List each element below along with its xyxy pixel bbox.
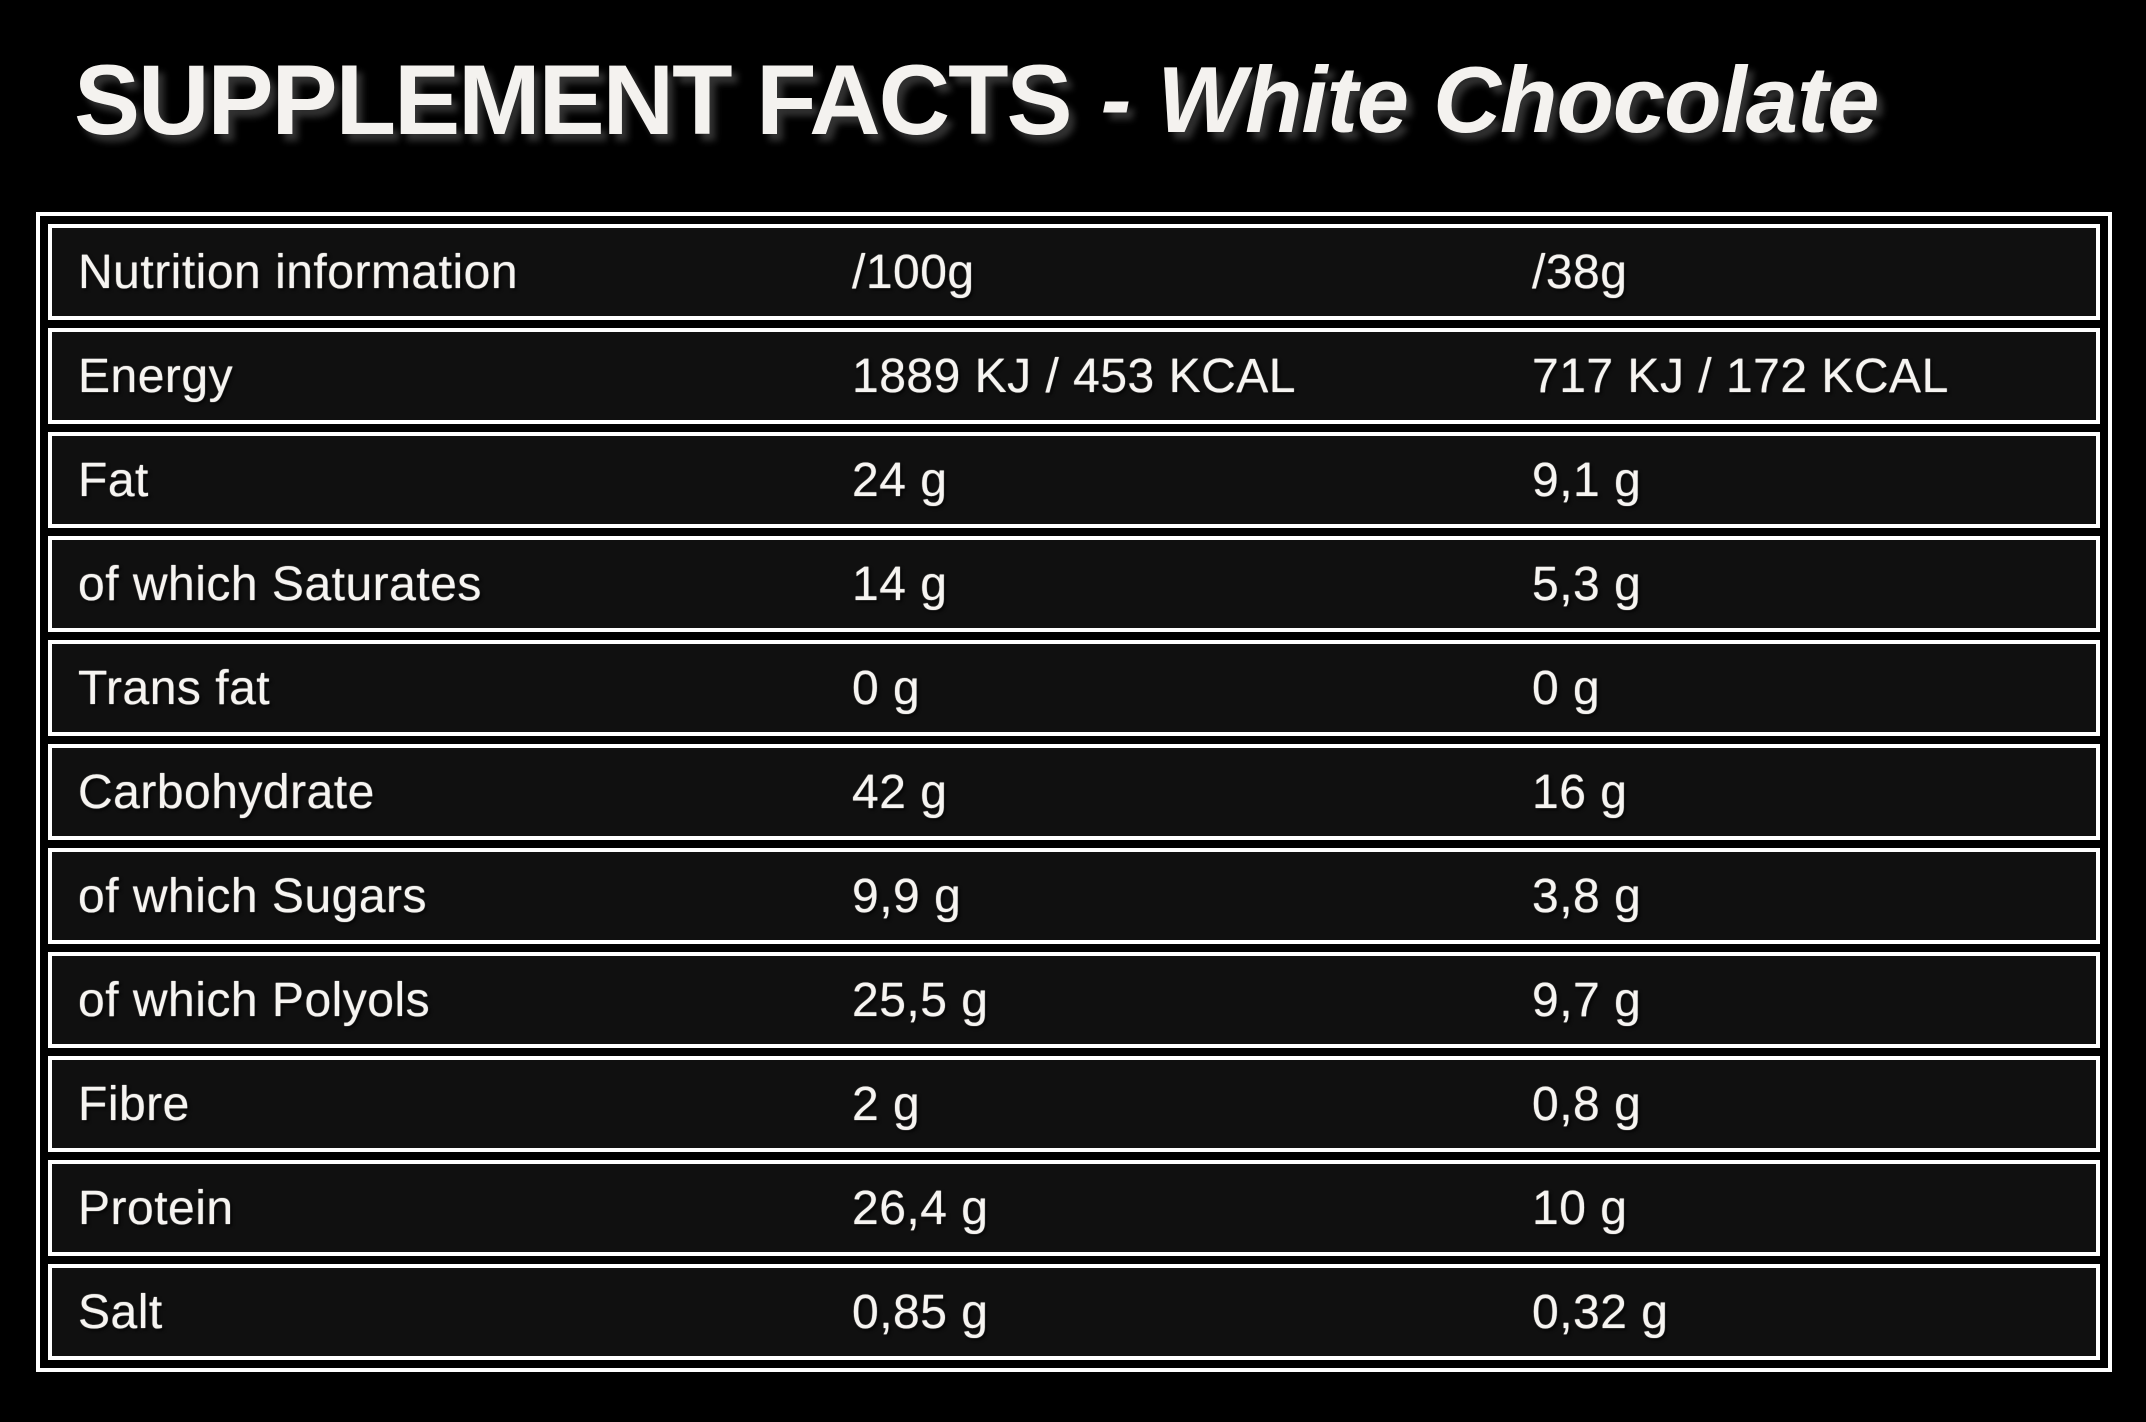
table-row-carbohydrate: Carbohydrate 42 g 16 g bbox=[48, 744, 2100, 840]
row-value-per-100g: 0 g bbox=[852, 661, 921, 715]
row-label: Fibre bbox=[78, 1077, 190, 1131]
row-value-per-38g: 0,32 g bbox=[1532, 1285, 1669, 1339]
table-row-energy: Energy 1889 KJ / 453 KCAL 717 KJ / 172 KCA… bbox=[48, 328, 2100, 424]
table-row-of-which-saturates: of which Saturates 14 g 5,3 g bbox=[48, 536, 2100, 632]
table-header-row: Nutrition information /100g /38g bbox=[48, 224, 2100, 320]
nutrition-table: Nutrition information /100g /38g Energy 1… bbox=[36, 212, 2112, 1372]
table-row-trans-fat: Trans fat 0 g 0 g bbox=[48, 640, 2100, 736]
row-value-per-38g: 3,8 g bbox=[1532, 869, 1642, 923]
row-label: Carbohydrate bbox=[78, 765, 375, 819]
row-value-per-100g: 26,4 g bbox=[852, 1181, 989, 1235]
row-value-per-100g: 25,5 g bbox=[852, 973, 989, 1027]
table-row-salt: Salt 0,85 g 0,32 g bbox=[48, 1264, 2100, 1360]
row-value-per-38g: 9,7 g bbox=[1532, 973, 1642, 1027]
row-value-per-100g: 1889 KJ / 453 KCAL bbox=[852, 349, 1296, 403]
row-label: Energy bbox=[78, 349, 234, 403]
row-label: of which Saturates bbox=[78, 557, 482, 611]
row-label: Trans fat bbox=[78, 661, 271, 715]
row-value-per-38g: 5,3 g bbox=[1532, 557, 1642, 611]
row-value-per-100g: 0,85 g bbox=[852, 1285, 989, 1339]
title-main: SUPPLEMENT FACTS bbox=[74, 44, 1073, 155]
table-row-fibre: Fibre 2 g 0,8 g bbox=[48, 1056, 2100, 1152]
page-title: SUPPLEMENT FACTS - White Chocolate bbox=[74, 34, 1880, 166]
row-value-per-38g: 16 g bbox=[1532, 765, 1628, 819]
row-label: Fat bbox=[78, 453, 149, 507]
title-separator: - bbox=[1100, 48, 1132, 151]
table-row-of-which-polyols: of which Polyols 25,5 g 9,7 g bbox=[48, 952, 2100, 1048]
table-row-fat: Fat 24 g 9,1 g bbox=[48, 432, 2100, 528]
row-label: Protein bbox=[78, 1181, 234, 1235]
row-value-per-100g: 24 g bbox=[852, 453, 948, 507]
header-nutrition-information: Nutrition information bbox=[78, 245, 519, 299]
row-label: Salt bbox=[78, 1285, 163, 1339]
table-row-protein: Protein 26,4 g 10 g bbox=[48, 1160, 2100, 1256]
row-value-per-38g: 0,8 g bbox=[1532, 1077, 1642, 1131]
row-value-per-38g: 9,1 g bbox=[1532, 453, 1642, 507]
row-value-per-38g: 0 g bbox=[1532, 661, 1601, 715]
row-label: of which Polyols bbox=[78, 973, 431, 1027]
row-value-per-38g: 717 KJ / 172 KCAL bbox=[1532, 349, 1949, 403]
row-value-per-100g: 14 g bbox=[852, 557, 948, 611]
row-value-per-100g: 2 g bbox=[852, 1077, 921, 1131]
header-per-100g: /100g bbox=[852, 245, 975, 299]
title-flavor: White Chocolate bbox=[1157, 47, 1879, 152]
row-value-per-38g: 10 g bbox=[1532, 1181, 1628, 1235]
table-row-of-which-sugars: of which Sugars 9,9 g 3,8 g bbox=[48, 848, 2100, 944]
row-label: of which Sugars bbox=[78, 869, 428, 923]
row-value-per-100g: 42 g bbox=[852, 765, 948, 819]
row-value-per-100g: 9,9 g bbox=[852, 869, 962, 923]
header-per-38g: /38g bbox=[1532, 245, 1628, 299]
